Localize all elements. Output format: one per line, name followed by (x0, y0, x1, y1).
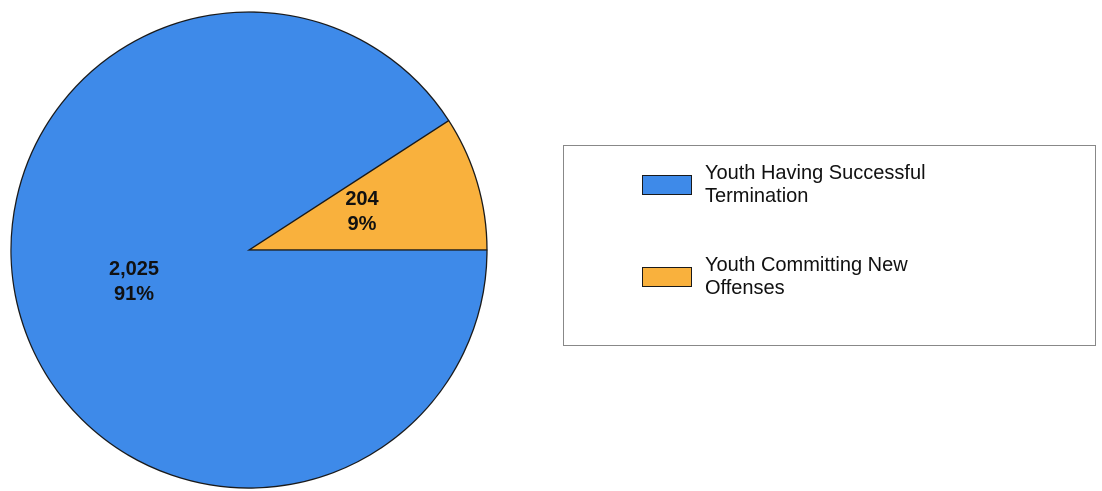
slice-value-label: 204 (345, 188, 379, 210)
legend: Youth Having Successful Termination Yout… (563, 145, 1096, 346)
legend-label-new-offenses: Youth Committing New Offenses (705, 254, 908, 300)
legend-item-new-offenses: Youth Committing New Offenses (642, 254, 1062, 300)
slice-percent-label: 9% (348, 213, 377, 235)
slice-percent-label: 91% (114, 283, 154, 305)
legend-label-successful-termination: Youth Having Successful Termination (705, 162, 926, 208)
legend-label-line: Youth Committing New (705, 254, 908, 276)
pie-slice-new-offenses (246, 119, 488, 251)
legend-label-line: Youth Having Successful (705, 162, 926, 184)
legend-label-line: Offenses (705, 277, 785, 299)
legend-swatch-successful-termination (642, 175, 692, 195)
legend-item-successful-termination: Youth Having Successful Termination (642, 162, 1062, 208)
slice-value-label: 2,025 (109, 258, 159, 280)
legend-label-line: Termination (705, 185, 809, 207)
pie-slice-successful-termination (10, 11, 488, 489)
legend-swatch-new-offenses (642, 267, 692, 287)
